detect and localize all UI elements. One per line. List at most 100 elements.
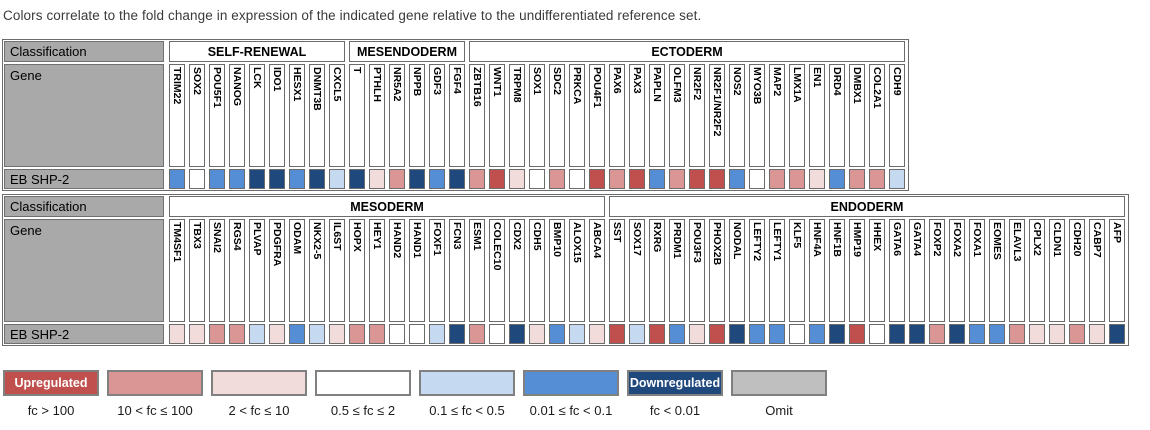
gene-label-text: NR5A2	[391, 67, 403, 102]
gene-label-text: TM4SF1	[171, 222, 183, 263]
gene-label-text: PAPLN	[651, 67, 663, 102]
heatmap-cell	[209, 169, 225, 189]
gene-label: HEY1	[369, 219, 385, 322]
heatmap-cell	[829, 324, 845, 344]
gene-label: LEFTY2	[749, 219, 765, 322]
classification-header: Classification	[4, 41, 164, 62]
gene-label: T	[349, 64, 365, 167]
gene-label: COL2A1	[869, 64, 885, 167]
heatmap-cell	[269, 324, 285, 344]
gene-label: GATA4	[909, 219, 925, 322]
legend-item: 10 < fc ≤ 100	[107, 370, 203, 418]
gene-label-text: POU4F1	[591, 67, 603, 108]
gene-label-text: DRD4	[831, 67, 843, 96]
legend-item: 0.1 ≤ fc < 0.5	[419, 370, 515, 418]
gene-label: DRD4	[829, 64, 845, 167]
gene-label-text: NR2F2	[691, 67, 703, 101]
heatmap-cell	[1069, 324, 1085, 344]
gene-label-text: NPPB	[411, 67, 423, 97]
gene-header: Gene	[4, 219, 164, 322]
heatmap-cell	[609, 169, 625, 189]
heatmap-cell	[409, 324, 425, 344]
heatmap-cell	[269, 169, 285, 189]
gene-label-text: HOPX	[351, 222, 363, 252]
heatmap-cell	[849, 169, 865, 189]
heatmap-cell	[429, 324, 445, 344]
gene-header: Gene	[4, 64, 164, 167]
gene-label-text: GDF3	[431, 67, 443, 96]
heatmap-cell	[589, 324, 605, 344]
gene-label-text: HAND2	[391, 222, 403, 259]
gene-label: ABCA4	[589, 219, 605, 322]
gene-label: FOXP2	[929, 219, 945, 322]
gene-label-text: SOX17	[631, 222, 643, 256]
gene-label: FGF4	[449, 64, 465, 167]
gene-label: NOS2	[729, 64, 745, 167]
heatmap-cell	[1049, 324, 1065, 344]
heatmap-cell	[189, 169, 205, 189]
gene-label-text: AFP	[1111, 222, 1123, 243]
heatmap-cell	[529, 324, 545, 344]
gene-label-text: ALOX15	[571, 222, 583, 263]
heatmap-cell	[169, 169, 185, 189]
heatmap-cell	[909, 324, 925, 344]
gene-label: TM4SF1	[169, 219, 185, 322]
gene-label: IL6ST	[329, 219, 345, 322]
gene-label-text: TRPM8	[511, 67, 523, 103]
gene-label: PHOX2B	[709, 219, 725, 322]
heatmap-cell	[969, 324, 985, 344]
gene-label: TRIM22	[169, 64, 185, 167]
gene-label-text: PAX6	[611, 67, 623, 94]
heatmap-cell	[709, 324, 725, 344]
legend-range-label: 0.1 ≤ fc < 0.5	[429, 403, 505, 418]
heatmap-cell	[249, 324, 265, 344]
heatmap-cell	[509, 169, 525, 189]
gene-label-text: WNT1	[491, 67, 503, 97]
legend-swatch	[419, 370, 515, 396]
heatmap-cell	[829, 169, 845, 189]
gene-label: ALOX15	[569, 219, 585, 322]
legend-range-label: 0.01 ≤ fc < 0.1	[529, 403, 613, 418]
heatmap-cell	[189, 324, 205, 344]
gene-label-text: HNF1B	[831, 222, 843, 258]
gene-label-text: RXRG	[651, 222, 663, 253]
gene-label-text: BMP10	[551, 222, 563, 258]
legend-item: Omit	[731, 370, 827, 418]
gene-label: LEFTY1	[769, 219, 785, 322]
gene-label-text: ESM1	[471, 222, 483, 251]
legend-swatch	[315, 370, 411, 396]
gene-label-text: NANOG	[231, 67, 243, 107]
gene-label: PRKCA	[569, 64, 585, 167]
gene-label-text: FOXA1	[971, 222, 983, 258]
heatmap-cell	[389, 169, 405, 189]
gene-label: PRDM1	[669, 219, 685, 322]
gene-label: PAPLN	[649, 64, 665, 167]
gene-label: HAND2	[389, 219, 405, 322]
heatmap-cell	[389, 324, 405, 344]
classification-row: Classification SELF-RENEWAL MESENDODERM ECT…	[4, 41, 907, 62]
heatmap-cell	[929, 324, 945, 344]
heatmap-cell	[769, 324, 785, 344]
gene-label-text: CXCL5	[331, 67, 343, 102]
gene-label: TBX3	[189, 219, 205, 322]
legend-range-label: 2 < fc ≤ 10	[228, 403, 290, 418]
legend-item: 0.01 ≤ fc < 0.1	[523, 370, 619, 418]
gene-label: RXRG	[649, 219, 665, 322]
gene-label: NODAL	[729, 219, 745, 322]
gene-label-text: HESX1	[291, 67, 303, 102]
gene-label-text: LMX1A	[791, 67, 803, 103]
gene-label-text: CDH20	[1071, 222, 1083, 257]
gene-label: SOX17	[629, 219, 645, 322]
gene-label-text: POU5F1	[211, 67, 223, 108]
gene-label-text: LEFTY1	[771, 222, 783, 262]
gene-label-text: KLF5	[791, 222, 803, 249]
heatmap-cell	[709, 169, 725, 189]
sample-row: EB SHP-2	[4, 324, 1127, 344]
heatmap-cell	[369, 169, 385, 189]
gene-label: ELAVL3	[1009, 219, 1025, 322]
gene-label: CABP7	[1089, 219, 1105, 322]
heatmap-cell	[349, 169, 365, 189]
heatmap-cell	[549, 324, 565, 344]
gene-label: RGS4	[229, 219, 245, 322]
heatmap-cell	[469, 169, 485, 189]
